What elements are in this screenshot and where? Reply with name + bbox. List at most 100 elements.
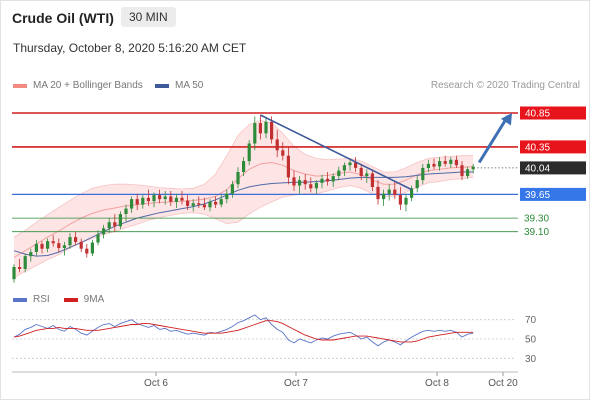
- candle-body: [68, 237, 72, 246]
- candle-body: [471, 166, 475, 170]
- candle-body: [454, 159, 458, 166]
- candle-body: [141, 197, 145, 205]
- timeframe-button[interactable]: 30 MIN: [121, 7, 176, 27]
- projection-arrow-head: [500, 112, 512, 126]
- candle-body: [370, 173, 374, 187]
- x-tick-label: Oct 8: [425, 378, 449, 389]
- candle-body: [298, 180, 302, 186]
- level-label-39.65: 39.65: [525, 190, 550, 201]
- candle-body: [331, 176, 335, 182]
- level-tag-39.65: [520, 187, 586, 201]
- candle-body: [96, 234, 100, 243]
- level-label-39.30: 39.30: [524, 214, 549, 225]
- candle-body: [449, 159, 453, 164]
- projection-arrow-shaft: [477, 115, 510, 164]
- candle-body: [398, 195, 402, 205]
- candle-body: [393, 189, 397, 195]
- trendline: [260, 114, 412, 191]
- legend-ma20: MA 20 + Bollinger Bands: [13, 80, 143, 91]
- candle-body: [85, 248, 89, 254]
- candle-body: [74, 237, 78, 242]
- candle-body: [348, 162, 352, 166]
- candle-body: [438, 161, 442, 167]
- level-tag-40.35: [520, 140, 586, 154]
- candle-body: [432, 163, 436, 167]
- rsi-ma-line: [13, 320, 474, 343]
- candle-body: [186, 200, 190, 206]
- candle-body: [29, 252, 33, 257]
- candle-body: [102, 228, 106, 235]
- candle-body: [404, 197, 408, 205]
- candle-body: [443, 161, 447, 164]
- candle-body: [264, 121, 268, 134]
- rsi-tick-30: 30: [525, 354, 537, 365]
- candle-body: [466, 169, 470, 177]
- rsi-ma-legend-label: 9MA: [83, 294, 105, 305]
- candle-body: [270, 121, 274, 140]
- candle-body: [18, 267, 22, 269]
- candle-body: [57, 243, 61, 248]
- candle-body: [359, 167, 363, 176]
- candle-body: [46, 241, 50, 249]
- candle-body: [113, 222, 117, 227]
- legend-ma50-label: MA 50: [175, 80, 204, 91]
- candle-body: [34, 243, 38, 252]
- candle-body: [354, 162, 358, 168]
- candle-body: [337, 170, 341, 176]
- candle-body: [169, 196, 173, 202]
- candle-body: [225, 193, 229, 200]
- rsi-tick-70: 70: [525, 315, 537, 326]
- rsi-legend-label: RSI: [33, 294, 50, 305]
- candle-body: [376, 186, 380, 200]
- candle-body: [460, 165, 464, 177]
- candle-body: [281, 150, 285, 156]
- bollinger-upper: [13, 119, 474, 238]
- x-tick-label: Oct 20: [488, 378, 518, 389]
- candle-body: [247, 143, 251, 162]
- candle-body: [130, 199, 134, 209]
- candle-body: [124, 208, 128, 214]
- candle-body: [365, 173, 369, 177]
- level-tag-40.85: [520, 106, 586, 120]
- ma20-swatch: [13, 83, 27, 88]
- candle-body: [79, 241, 83, 249]
- rsi-legend: RSI 9MA: [13, 294, 104, 305]
- candle-body: [326, 178, 330, 182]
- candle-body: [219, 199, 223, 205]
- candle-body: [426, 163, 430, 168]
- candle-body: [253, 123, 257, 144]
- candle-body: [135, 199, 139, 205]
- candle-body: [292, 177, 296, 186]
- candle-body: [202, 204, 206, 208]
- candle-body: [275, 139, 279, 151]
- candle-body: [158, 195, 162, 200]
- candle-body: [258, 123, 262, 134]
- candle-body: [197, 203, 201, 205]
- candle-body: [40, 243, 44, 249]
- legend-ma50: MA 50: [155, 80, 203, 91]
- candle-body: [62, 245, 66, 248]
- candle-body: [415, 180, 419, 189]
- candle-body: [208, 201, 212, 208]
- rsi-line: [13, 314, 474, 347]
- candle-body: [174, 197, 178, 202]
- candle-body: [12, 267, 16, 280]
- candle-body: [382, 193, 386, 200]
- candle-body: [152, 195, 156, 202]
- candle-body: [410, 188, 414, 198]
- candle-body: [236, 172, 240, 185]
- candle-body: [214, 201, 218, 205]
- candle-body: [90, 242, 94, 254]
- candle-body: [314, 182, 318, 189]
- level-label-40.85: 40.85: [525, 109, 550, 120]
- candle-body: [309, 184, 313, 189]
- rsi-ma-swatch: [63, 297, 78, 302]
- candle-body: [146, 197, 150, 202]
- level-label-40.35: 40.35: [525, 142, 550, 153]
- candle-body: [118, 214, 122, 227]
- credit-text: Research © 2020 Trading Central: [430, 80, 580, 91]
- candle-body: [242, 161, 246, 172]
- candle-body: [320, 178, 324, 183]
- instrument-title: Crude Oil (WTI): [12, 10, 114, 26]
